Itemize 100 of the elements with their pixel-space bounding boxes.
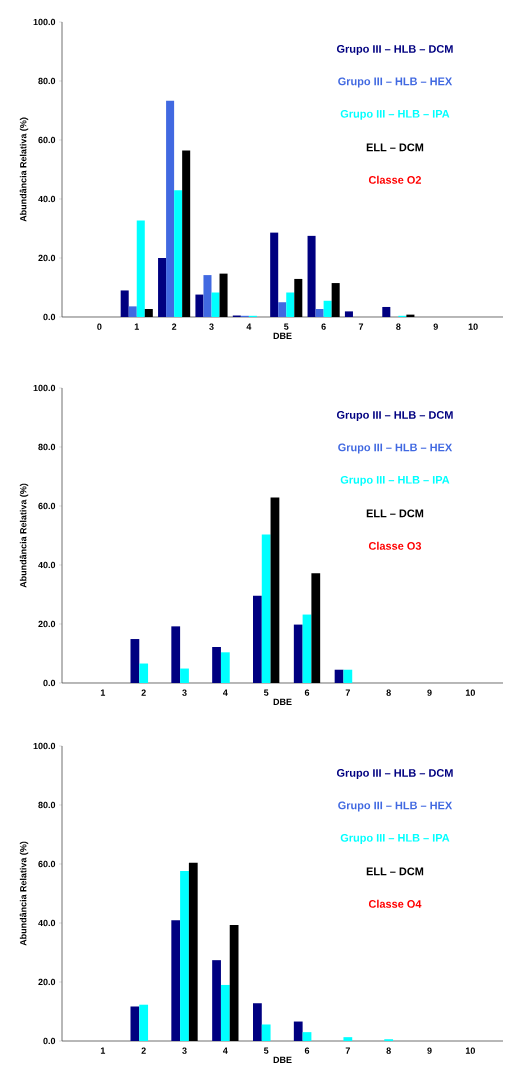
bar bbox=[220, 984, 230, 1041]
text: Grupo III – HLB – IPA bbox=[340, 833, 450, 844]
text: Grupo III – HLB – IPA bbox=[340, 109, 450, 120]
y-tick-label: 100.0 bbox=[33, 18, 56, 26]
y-tick-label: 20.0 bbox=[38, 620, 56, 628]
bar bbox=[158, 257, 167, 317]
y-tick-label: 40.0 bbox=[38, 919, 56, 927]
y-tick-label: 100.0 bbox=[33, 384, 56, 392]
bar bbox=[315, 309, 324, 317]
x-tick-label: 8 bbox=[386, 689, 391, 696]
bar bbox=[180, 668, 189, 683]
bar bbox=[253, 1003, 262, 1041]
y-tick-label: 0.0 bbox=[43, 1037, 56, 1045]
bar bbox=[278, 302, 287, 317]
bar bbox=[323, 300, 332, 317]
x-tick-label: 1 bbox=[100, 689, 106, 696]
y-tick-label: 40.0 bbox=[38, 561, 56, 569]
x-axis-title: DBE bbox=[273, 1056, 292, 1063]
bar bbox=[302, 1032, 312, 1041]
text: Grupo III – HLB – IPA bbox=[340, 475, 450, 486]
bar bbox=[180, 871, 189, 1041]
bar bbox=[343, 669, 353, 683]
text: Grupo III – HLB – DCM bbox=[336, 411, 453, 421]
y-tick-label: 60.0 bbox=[38, 860, 56, 868]
x-tick-label: 4 bbox=[222, 1047, 228, 1054]
bar bbox=[139, 1004, 149, 1041]
bar bbox=[212, 960, 221, 1041]
text: Grupo III – HLB – HEX bbox=[338, 77, 453, 88]
x-tick-label: 3 bbox=[182, 1047, 187, 1054]
bar bbox=[270, 497, 280, 683]
x-tick-label: 1 bbox=[134, 323, 139, 330]
bar bbox=[270, 232, 279, 317]
bar bbox=[144, 309, 153, 317]
x-tick-label: 2 bbox=[141, 1047, 146, 1054]
bar bbox=[128, 306, 137, 317]
y-axis-title: Abundância Relativa (%) bbox=[19, 483, 29, 588]
x-tick-label: 0 bbox=[97, 323, 102, 330]
bar bbox=[229, 925, 239, 1041]
x-tick-label: 5 bbox=[263, 689, 269, 696]
x-tick-label: 2 bbox=[171, 323, 177, 330]
y-axis-title: Abundância Relativa (%) bbox=[19, 117, 29, 222]
bar bbox=[188, 862, 198, 1041]
bar bbox=[311, 573, 321, 683]
x-tick-label: 6 bbox=[304, 689, 310, 696]
bar bbox=[261, 1024, 271, 1041]
x-tick-label: 3 bbox=[209, 323, 214, 330]
bar bbox=[182, 150, 191, 317]
bar bbox=[307, 235, 316, 317]
x-tick-label: 1 bbox=[100, 1047, 106, 1054]
x-tick-label: 6 bbox=[304, 1047, 310, 1054]
x-axis-title: DBE bbox=[273, 332, 292, 339]
bar bbox=[120, 290, 129, 317]
y-tick-label: 0.0 bbox=[43, 313, 56, 321]
legend-label: Grupo III – HLB – HEX bbox=[338, 443, 453, 454]
x-tick-label: 6 bbox=[321, 323, 326, 330]
bar bbox=[130, 1006, 140, 1041]
y-tick-label: 40.0 bbox=[38, 195, 56, 203]
bar bbox=[293, 1021, 303, 1041]
text: ELL – DCM bbox=[366, 867, 424, 876]
bar bbox=[166, 100, 175, 317]
bar bbox=[286, 292, 295, 317]
bar bbox=[219, 273, 228, 317]
text: ELL – DCM bbox=[366, 509, 424, 518]
y-tick-label: 20.0 bbox=[38, 978, 56, 986]
text: Grupo III – HLB – DCM bbox=[336, 45, 453, 55]
bar bbox=[382, 306, 391, 317]
bar bbox=[294, 278, 303, 317]
x-tick-label: 10 bbox=[468, 323, 478, 330]
bar bbox=[220, 652, 230, 683]
bar bbox=[130, 639, 140, 683]
y-tick-label: 60.0 bbox=[38, 136, 56, 144]
y-tick-label: 0.0 bbox=[43, 679, 56, 687]
y-tick-label: 20.0 bbox=[38, 254, 56, 262]
y-tick-label: 60.0 bbox=[38, 502, 56, 510]
x-tick-label: 4 bbox=[246, 323, 252, 330]
y-axis-title: Abundância Relativa (%) bbox=[19, 841, 29, 946]
x-tick-label: 7 bbox=[345, 1047, 350, 1054]
x-tick-label: 10 bbox=[465, 1047, 475, 1054]
bar bbox=[212, 647, 221, 683]
x-tick-label: 9 bbox=[427, 689, 432, 696]
x-tick-label: 7 bbox=[358, 323, 364, 330]
bar bbox=[302, 614, 312, 683]
x-tick-label: 10 bbox=[465, 689, 475, 696]
bar bbox=[331, 283, 340, 317]
text: ELL – DCM bbox=[366, 143, 424, 152]
x-tick-label: 5 bbox=[263, 1047, 269, 1054]
y-tick-label: 80.0 bbox=[38, 801, 56, 809]
bar bbox=[203, 275, 212, 317]
bar bbox=[174, 190, 183, 317]
annotation: Classe O2 bbox=[368, 175, 422, 184]
bar bbox=[253, 595, 262, 683]
x-tick-label: 9 bbox=[433, 323, 438, 330]
legend-label: Grupo III – HLB – HEX bbox=[338, 801, 453, 812]
x-tick-label: 3 bbox=[182, 689, 187, 696]
bar bbox=[343, 1037, 353, 1041]
y-tick-label: 100.0 bbox=[33, 742, 56, 750]
bar bbox=[195, 294, 204, 317]
text: Grupo III – HLB – DCM bbox=[336, 769, 453, 779]
x-tick-label: 7 bbox=[345, 689, 350, 696]
bar bbox=[293, 624, 303, 683]
